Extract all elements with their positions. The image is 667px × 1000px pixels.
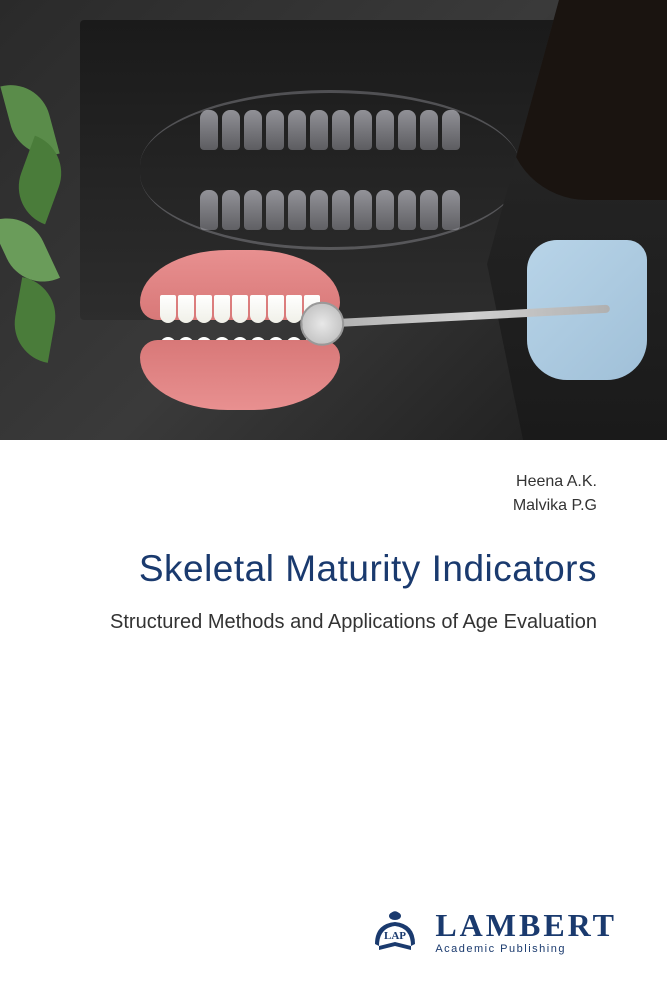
cover-photo xyxy=(0,0,667,440)
book-cover: Heena A.K. Malvika P.G Skeletal Maturity… xyxy=(0,0,667,1000)
author-names: Heena A.K. Malvika P.G xyxy=(70,470,597,518)
publisher-name: LAMBERT xyxy=(435,909,617,941)
book-subtitle: Structured Methods and Applications of A… xyxy=(70,608,597,636)
plant-decoration xyxy=(0,80,70,380)
author-2: Malvika P.G xyxy=(70,494,597,518)
publisher-logo-icon: LAP xyxy=(367,904,423,960)
book-title: Skeletal Maturity Indicators xyxy=(70,548,597,590)
publisher-block: LAP LAMBERT Academic Publishing xyxy=(367,904,617,960)
publisher-tagline: Academic Publishing xyxy=(435,943,617,955)
cover-text-area: Heena A.K. Malvika P.G Skeletal Maturity… xyxy=(0,440,667,636)
author-1: Heena A.K. xyxy=(70,470,597,494)
svg-text:LAP: LAP xyxy=(384,930,406,942)
